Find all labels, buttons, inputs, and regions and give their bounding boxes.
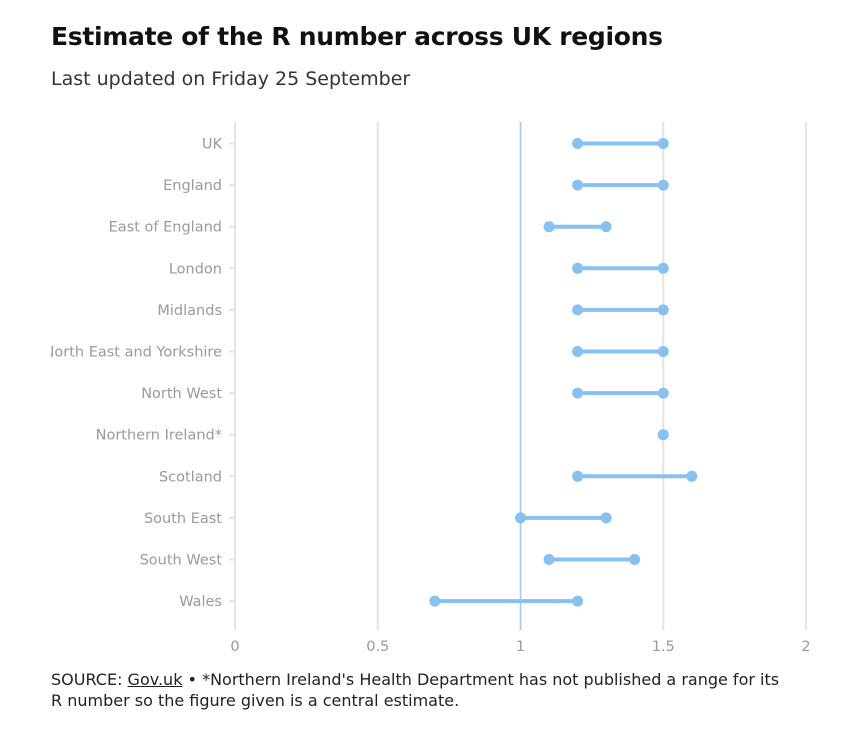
x-tick-label: 1.5 xyxy=(652,639,675,655)
range-low-point xyxy=(429,595,441,607)
range-high-point xyxy=(657,262,669,274)
range-low-point xyxy=(572,387,584,399)
range-high-point xyxy=(657,179,669,191)
category-labels: UK England East of England London Midlands No… xyxy=(44,137,235,610)
range-high-point xyxy=(686,470,698,482)
category-label: North West xyxy=(141,386,222,402)
range-high-point xyxy=(572,595,584,607)
category-label: Northern Ireland* xyxy=(96,428,222,444)
range-low-point xyxy=(572,138,584,149)
category-label: England xyxy=(163,178,222,194)
range-high-point xyxy=(629,554,641,565)
range-low-point xyxy=(572,262,584,274)
chart-title: Estimate of the R number across UK regio… xyxy=(51,22,663,51)
range-high-point xyxy=(657,346,669,357)
range-low-point xyxy=(572,179,584,191)
x-tick-label: 2 xyxy=(801,639,810,655)
grid-lines xyxy=(234,122,807,630)
range-low-point xyxy=(572,304,584,316)
range-low-point xyxy=(572,346,584,357)
range-high-point xyxy=(657,138,669,149)
x-tick-label: 0.5 xyxy=(366,639,389,655)
x-tick-label: 0 xyxy=(230,639,239,655)
chart-subtitle: Last updated on Friday 25 September xyxy=(51,68,411,90)
range-high-point xyxy=(600,221,612,233)
category-label: South West xyxy=(140,553,223,569)
category-label: UK xyxy=(202,137,223,153)
footer-note: SOURCE: Gov.uk • *Northern Ireland's Hea… xyxy=(51,669,791,711)
category-label: North East and Yorkshire xyxy=(44,345,223,361)
category-label: London xyxy=(169,261,222,277)
category-label: Midlands xyxy=(157,303,222,319)
range-low-point xyxy=(515,512,526,524)
range-low-point xyxy=(543,554,555,565)
range-low-point xyxy=(543,221,555,233)
range-low-point xyxy=(572,470,584,482)
category-label: Scotland xyxy=(159,469,222,485)
category-label: East of England xyxy=(109,220,222,236)
r-number-chart: UK England East of England London Midlands No… xyxy=(44,122,811,655)
range-high-point xyxy=(657,387,669,399)
range-high-point xyxy=(600,512,612,524)
dumbbell-series xyxy=(429,138,698,607)
category-label: Wales xyxy=(179,594,222,610)
x-tick-label: 1 xyxy=(516,639,525,655)
footer-note-text: • *Northern Ireland's Health Department … xyxy=(51,670,780,710)
category-label: South East xyxy=(144,511,222,527)
source-link[interactable]: Gov.uk xyxy=(127,670,183,689)
range-low-point xyxy=(657,429,669,441)
source-prefix: SOURCE: xyxy=(51,670,128,689)
x-tick-labels: 0 0.5 1 1.5 2 xyxy=(230,639,810,655)
range-high-point xyxy=(657,304,669,316)
